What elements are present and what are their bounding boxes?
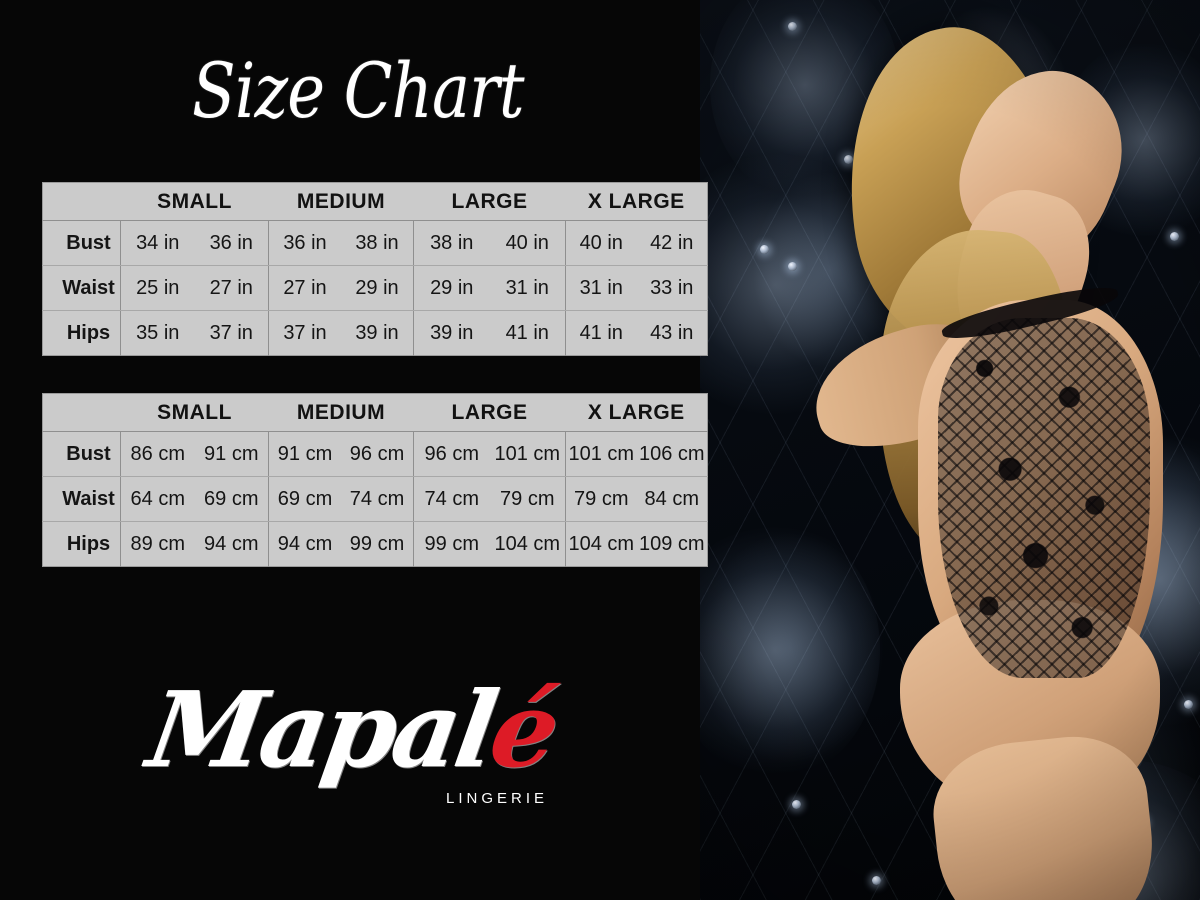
table-row: Hips 89 cm 94 cm 94 cm 99 cm 99 cm 104 c… [42, 521, 708, 567]
cell-bust-xlarge-max: 42 in [636, 220, 708, 266]
cell-hips-small-max: 94 cm [194, 521, 269, 567]
cell-hips-small-min: 89 cm [120, 521, 195, 567]
column-header-blank [42, 182, 121, 221]
table-header-row: SMALL MEDIUM LARGE X LARGE [42, 393, 708, 432]
cell-hips-xlarge-max: 43 in [636, 310, 708, 356]
cell-waist-xlarge-min: 31 in [565, 265, 637, 311]
cell-hips-medium-min: 94 cm [268, 521, 341, 567]
cell-waist-medium-min: 69 cm [268, 476, 341, 522]
column-header-xlarge: X LARGE [565, 182, 708, 221]
cell-bust-xlarge-min: 40 in [565, 220, 637, 266]
cell-bust-medium-min: 91 cm [268, 431, 341, 477]
cell-hips-small-min: 35 in [120, 310, 195, 356]
table-row: Waist 25 in 27 in 27 in 29 in 29 in 31 i… [42, 265, 708, 311]
table-header-row: SMALL MEDIUM LARGE X LARGE [42, 182, 708, 221]
cell-bust-large-min: 38 in [413, 220, 490, 266]
cell-bust-large-max: 101 cm [489, 431, 566, 477]
cell-waist-small-min: 25 in [120, 265, 195, 311]
column-header-large: LARGE [413, 182, 566, 221]
row-label-bust: Bust [42, 220, 121, 266]
cell-hips-xlarge-max: 109 cm [636, 521, 708, 567]
row-label-bust: Bust [42, 431, 121, 477]
cell-bust-large-max: 40 in [489, 220, 566, 266]
cell-hips-xlarge-min: 104 cm [565, 521, 637, 567]
cell-hips-medium-max: 99 cm [341, 521, 414, 567]
size-table-inches: SMALL MEDIUM LARGE X LARGE Bust 34 in 36… [42, 182, 708, 356]
table-row: Bust 34 in 36 in 36 in 38 in 38 in 40 in… [42, 220, 708, 266]
brand-tagline: LINGERIE [446, 790, 549, 807]
row-label-hips: Hips [42, 521, 121, 567]
cell-hips-small-max: 37 in [194, 310, 269, 356]
cell-waist-large-max: 31 in [489, 265, 566, 311]
row-label-waist: Waist [42, 476, 121, 522]
column-header-medium: MEDIUM [268, 182, 414, 221]
cell-hips-xlarge-min: 41 in [565, 310, 637, 356]
row-label-waist: Waist [42, 265, 121, 311]
cell-waist-large-min: 29 in [413, 265, 490, 311]
cell-hips-medium-min: 37 in [268, 310, 341, 356]
cell-bust-xlarge-max: 106 cm [636, 431, 708, 477]
column-header-blank [42, 393, 121, 432]
cell-waist-xlarge-max: 84 cm [636, 476, 708, 522]
cell-bust-medium-min: 36 in [268, 220, 341, 266]
cell-bust-xlarge-min: 101 cm [565, 431, 637, 477]
cell-bust-large-min: 96 cm [413, 431, 490, 477]
cell-hips-large-min: 39 in [413, 310, 490, 356]
cell-waist-small-max: 27 in [194, 265, 269, 311]
cell-waist-large-min: 74 cm [413, 476, 490, 522]
cell-waist-large-max: 79 cm [489, 476, 566, 522]
cell-hips-large-max: 104 cm [489, 521, 566, 567]
column-header-small: SMALL [120, 182, 269, 221]
column-header-small: SMALL [120, 393, 269, 432]
brand-name: Mapalé [140, 668, 564, 791]
size-table-centimeters: SMALL MEDIUM LARGE X LARGE Bust 86 cm 91… [42, 393, 708, 567]
cell-bust-medium-max: 96 cm [341, 431, 414, 477]
column-header-medium: MEDIUM [268, 393, 414, 432]
cell-hips-medium-max: 39 in [341, 310, 414, 356]
cell-bust-small-min: 86 cm [120, 431, 195, 477]
column-header-xlarge: X LARGE [565, 393, 708, 432]
page-title: Size Chart [192, 46, 524, 135]
cell-waist-small-max: 69 cm [194, 476, 269, 522]
brand-logo: Mapalé LINGERIE [140, 668, 580, 818]
cell-bust-small-max: 91 cm [194, 431, 269, 477]
cell-waist-xlarge-min: 79 cm [565, 476, 637, 522]
cell-hips-large-max: 41 in [489, 310, 566, 356]
brand-name-main: Mapal [140, 668, 502, 791]
cell-bust-medium-max: 38 in [341, 220, 414, 266]
cell-waist-xlarge-max: 33 in [636, 265, 708, 311]
table-row: Bust 86 cm 91 cm 91 cm 96 cm 96 cm 101 c… [42, 431, 708, 477]
row-label-hips: Hips [42, 310, 121, 356]
table-row: Hips 35 in 37 in 37 in 39 in 39 in 41 in… [42, 310, 708, 356]
cell-waist-medium-min: 27 in [268, 265, 341, 311]
cell-hips-large-min: 99 cm [413, 521, 490, 567]
cell-waist-medium-max: 29 in [341, 265, 414, 311]
cell-bust-small-min: 34 in [120, 220, 195, 266]
model-photo [700, 0, 1200, 900]
cell-waist-small-min: 64 cm [120, 476, 195, 522]
table-row: Waist 64 cm 69 cm 69 cm 74 cm 74 cm 79 c… [42, 476, 708, 522]
column-header-large: LARGE [413, 393, 566, 432]
cell-waist-medium-max: 74 cm [341, 476, 414, 522]
photo-vignette [700, 0, 1200, 900]
cell-bust-small-max: 36 in [194, 220, 269, 266]
